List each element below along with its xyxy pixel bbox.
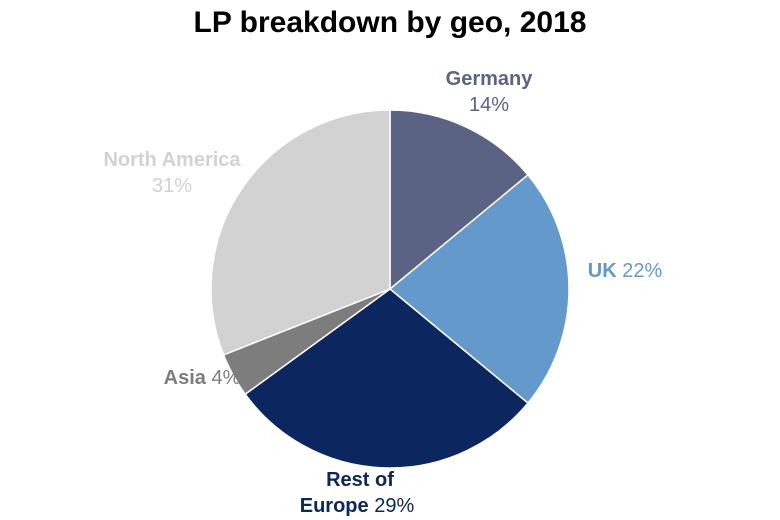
slice-label-uk: UK 22% [588,260,663,282]
pie-slice-germany [389,109,529,291]
slice-label-rest-of-europe: Rest of Europe 29% [300,469,415,517]
slice-label-germany: Germany 14% [446,68,534,116]
slice-label-asia: Asia 4% [164,367,241,389]
pie-slice-north-america [210,109,391,356]
pie-slice-uk [388,173,570,405]
chart-title: LP breakdown by geo, 2018 [193,6,587,39]
pie-labels: Germany 14% UK 22% Rest of Europe 29% Asia 4%… [103,68,662,517]
pie-slice-rest-of-europe [244,288,529,469]
slice-label-north-america: North America 31% [103,149,241,197]
pie-slices [210,109,570,469]
